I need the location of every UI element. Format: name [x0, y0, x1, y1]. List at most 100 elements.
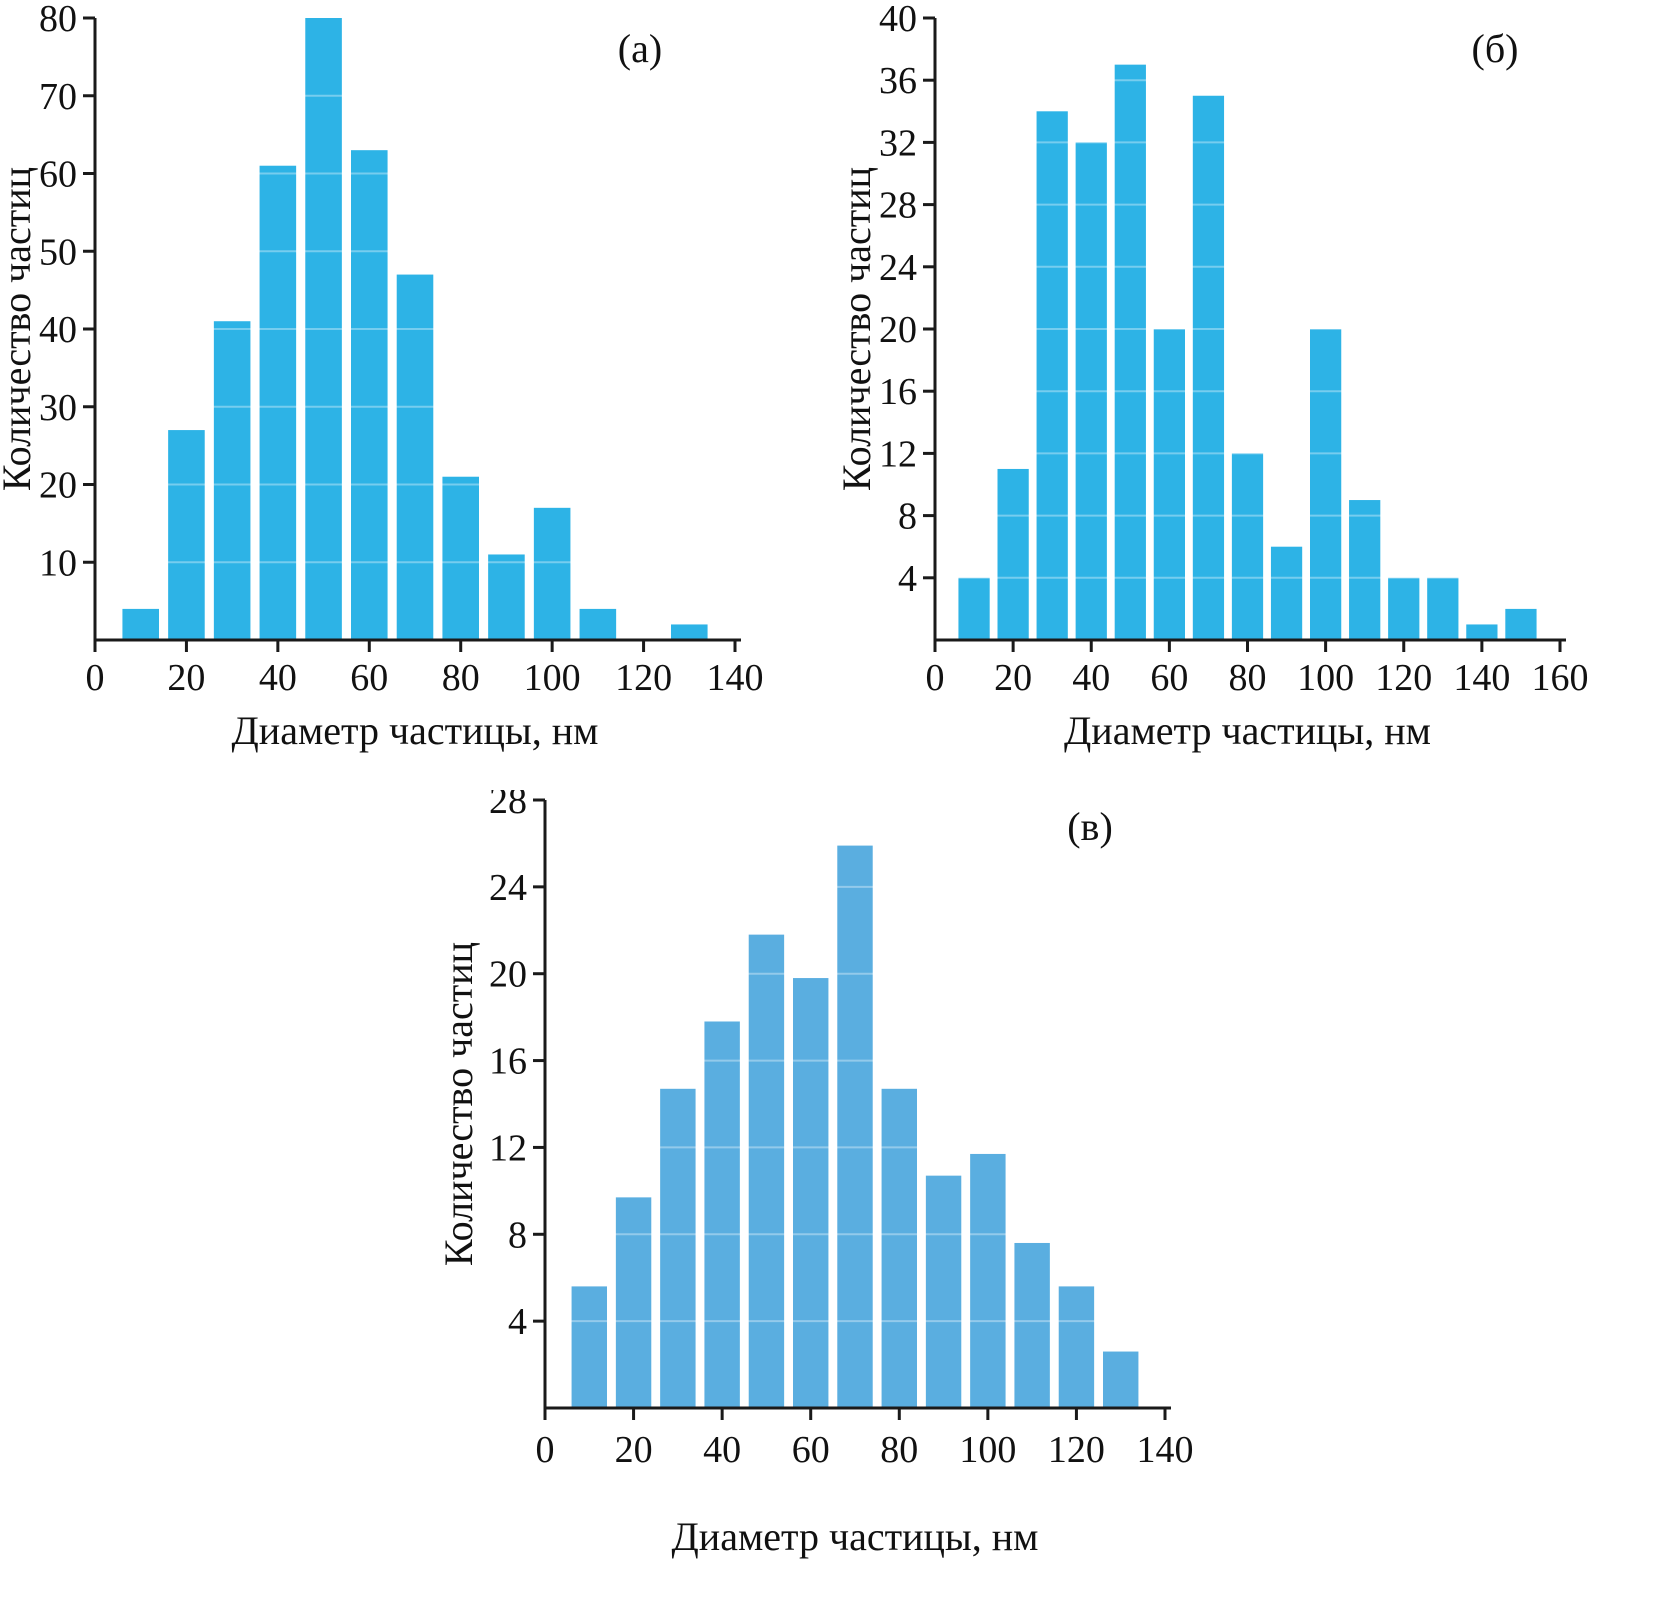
- x-ticks-group: 0 20 40 60 80 100 120 140: [536, 1408, 1194, 1471]
- bar: [213, 321, 251, 640]
- histogram-panel-v: 4 8 12 16 20 24 28 0 20 40 60 80 100 120 140 Диаметр ча…: [430, 780, 1240, 1580]
- panel-b-plot: 4 8 12 16 20 24 28 32 36 40 0 20 40 60 80 100 120 140 160 Д…: [834, 0, 1589, 753]
- bar: [1014, 1242, 1050, 1408]
- y-tick-label: 16: [879, 371, 917, 413]
- bar: [970, 1153, 1006, 1408]
- y-ticks-group: 4 8 12 16 20 24 28: [489, 780, 545, 1343]
- bar: [615, 1197, 652, 1408]
- bar: [1103, 1351, 1139, 1408]
- x-tick-label: 120: [615, 657, 672, 699]
- bar: [1427, 577, 1459, 640]
- x-tick-label: 100: [1297, 657, 1354, 699]
- bar: [305, 18, 342, 640]
- y-tick-label: 70: [39, 76, 77, 118]
- x-tick-label: 20: [615, 1429, 653, 1471]
- bar: [793, 978, 829, 1408]
- y-tick-label: 30: [39, 387, 77, 429]
- bar: [1466, 624, 1498, 640]
- bar: [704, 1021, 740, 1408]
- y-tick-label: 24: [489, 867, 527, 909]
- x-tick-label: 80: [880, 1429, 918, 1471]
- bar: [1114, 64, 1146, 640]
- bar: [1153, 329, 1185, 640]
- x-axis-title: Диаметр частицы, нм: [1064, 708, 1431, 753]
- y-tick-label: 32: [879, 122, 917, 164]
- x-tick-label: 160: [1532, 657, 1589, 699]
- bars-group: [571, 845, 1139, 1408]
- x-tick-label: 40: [259, 657, 297, 699]
- bar: [1036, 111, 1068, 641]
- bar: [571, 1286, 607, 1408]
- panel-a-plot: 10 20 30 40 50 60 70 80 0 20 40 60 80 100 120 140 Диамет…: [0, 0, 764, 753]
- y-tick-label: 28: [489, 790, 527, 822]
- y-tick-label: 16: [489, 1041, 527, 1083]
- grid-group: [545, 885, 1165, 1323]
- bar: [1505, 608, 1537, 640]
- histogram-panel-a: 10 20 30 40 50 60 70 80 0 20 40 60 80 100 120 140 Диамет…: [0, 0, 800, 770]
- x-tick-label: 120: [1048, 1429, 1105, 1471]
- x-tick-label: 0: [86, 657, 105, 699]
- bar: [351, 150, 388, 641]
- y-tick-label: 8: [898, 496, 917, 538]
- y-tick-label: 40: [39, 309, 77, 351]
- panel-v-plot: 4 8 12 16 20 24 28 0 20 40 60 80 100 120 140 Диаметр ча…: [436, 780, 1194, 1559]
- y-tick-label: 24: [879, 247, 917, 289]
- bar: [1231, 453, 1264, 640]
- panel-letter: (б): [1472, 26, 1519, 71]
- y-ticks-group: 10 20 30 40 50 60 70 80: [39, 0, 95, 584]
- bar: [1192, 95, 1225, 640]
- bar: [1310, 329, 1342, 640]
- bar: [442, 476, 479, 640]
- y-tick-label: 40: [879, 0, 917, 40]
- x-tick-label: 140: [1137, 1429, 1194, 1471]
- bar: [925, 1175, 962, 1408]
- panel-letter: (в): [1067, 804, 1113, 849]
- y-ticks-group: 4 8 12 16 20 24 28 32 36 40: [879, 0, 935, 600]
- x-tick-label: 60: [1150, 657, 1188, 699]
- y-tick-label: 12: [489, 1127, 527, 1169]
- y-tick-label: 20: [39, 465, 77, 507]
- bar: [396, 274, 434, 640]
- x-tick-label: 100: [524, 657, 581, 699]
- histogram-panel-b: 4 8 12 16 20 24 28 32 36 40 0 20 40 60 80 100 120 140 160 Д…: [834, 0, 1676, 770]
- bar: [1388, 577, 1420, 640]
- bars-group: [958, 64, 1537, 641]
- y-axis-title: Количество частиц: [0, 167, 39, 491]
- grid-group: [935, 79, 1560, 579]
- y-tick-label: 50: [39, 231, 77, 273]
- bar: [1075, 142, 1107, 640]
- bar: [748, 934, 785, 1408]
- y-tick-label: 60: [39, 154, 77, 196]
- bar: [1349, 500, 1381, 640]
- bar: [1058, 1286, 1095, 1408]
- bar: [168, 430, 205, 640]
- y-tick-label: 28: [879, 185, 917, 227]
- y-tick-label: 8: [508, 1214, 527, 1256]
- bar: [533, 507, 571, 640]
- x-tick-label: 140: [1453, 657, 1510, 699]
- bar: [671, 624, 708, 640]
- bar: [958, 577, 990, 640]
- x-ticks-group: 0 20 40 60 80 100 120 140 160: [926, 640, 1589, 699]
- bar: [122, 608, 159, 640]
- bar: [488, 554, 525, 640]
- x-axis-title: Диаметр частицы, нм: [232, 708, 599, 753]
- bar: [997, 468, 1029, 640]
- x-ticks-group: 0 20 40 60 80 100 120 140: [86, 640, 764, 699]
- x-tick-label: 20: [994, 657, 1032, 699]
- bar: [259, 165, 297, 640]
- bars-group: [122, 18, 708, 641]
- x-axis-title: Диаметр частицы, нм: [672, 1514, 1039, 1559]
- y-tick-label: 10: [39, 542, 77, 584]
- x-tick-label: 60: [350, 657, 388, 699]
- x-tick-label: 40: [703, 1429, 741, 1471]
- x-tick-label: 80: [1229, 657, 1267, 699]
- y-tick-label: 12: [879, 433, 917, 475]
- x-tick-label: 20: [167, 657, 205, 699]
- bar: [579, 608, 617, 640]
- bar: [881, 1088, 917, 1408]
- y-tick-label: 20: [879, 309, 917, 351]
- grid-group: [95, 94, 735, 564]
- x-tick-label: 100: [959, 1429, 1016, 1471]
